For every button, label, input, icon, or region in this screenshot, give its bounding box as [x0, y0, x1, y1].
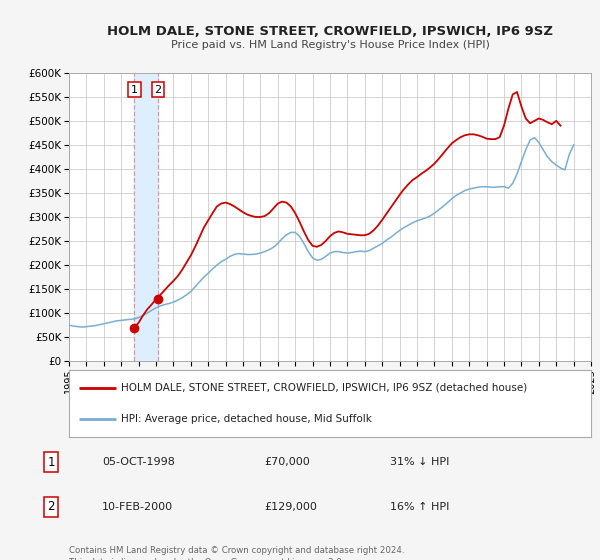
- Text: 1: 1: [47, 455, 55, 469]
- Text: Price paid vs. HM Land Registry's House Price Index (HPI): Price paid vs. HM Land Registry's House …: [170, 40, 490, 50]
- Text: 2: 2: [47, 500, 55, 514]
- Text: 1: 1: [131, 85, 138, 95]
- Bar: [134, 73, 158, 361]
- Text: 10-FEB-2000: 10-FEB-2000: [102, 502, 173, 512]
- Text: 2: 2: [155, 85, 161, 95]
- Text: HOLM DALE, STONE STREET, CROWFIELD, IPSWICH, IP6 9SZ (detached house): HOLM DALE, STONE STREET, CROWFIELD, IPSW…: [121, 382, 527, 393]
- Text: £70,000: £70,000: [264, 457, 310, 467]
- Text: HOLM DALE, STONE STREET, CROWFIELD, IPSWICH, IP6 9SZ: HOLM DALE, STONE STREET, CROWFIELD, IPSW…: [107, 25, 553, 38]
- Text: 16% ↑ HPI: 16% ↑ HPI: [390, 502, 449, 512]
- Text: 05-OCT-1998: 05-OCT-1998: [102, 457, 175, 467]
- Text: 31% ↓ HPI: 31% ↓ HPI: [390, 457, 449, 467]
- Text: Contains HM Land Registry data © Crown copyright and database right 2024.
This d: Contains HM Land Registry data © Crown c…: [69, 546, 404, 560]
- Text: HPI: Average price, detached house, Mid Suffolk: HPI: Average price, detached house, Mid …: [121, 414, 372, 424]
- Text: £129,000: £129,000: [264, 502, 317, 512]
